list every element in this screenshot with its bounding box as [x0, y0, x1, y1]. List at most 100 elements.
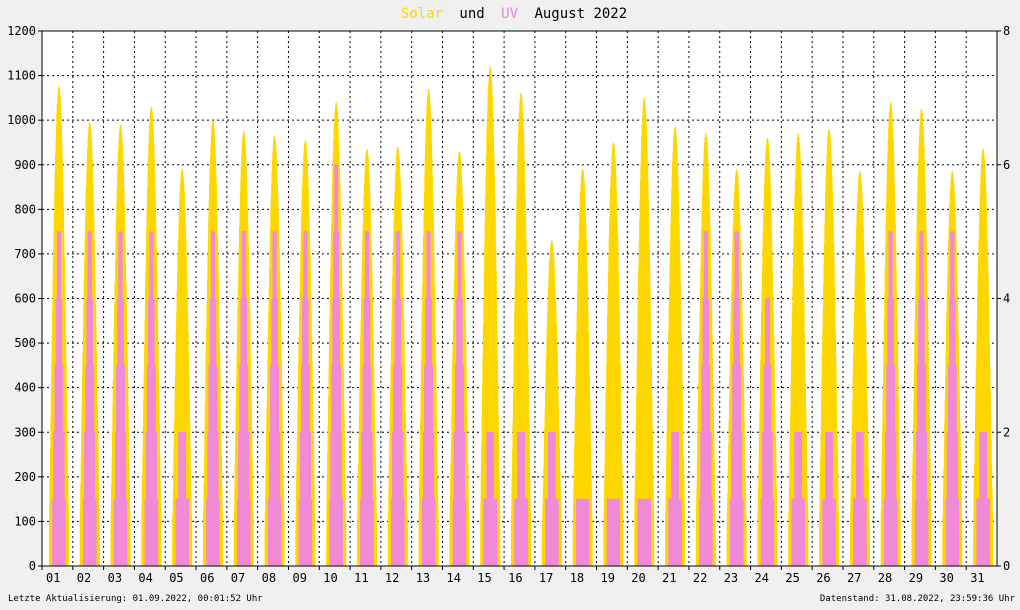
uv-day-area [791, 432, 806, 567]
uv-day-area [668, 432, 682, 567]
solar-day-area [849, 171, 871, 567]
solar-day-area [510, 93, 532, 567]
solar-day-area [819, 129, 840, 567]
x-tick-label: 05 [169, 571, 183, 585]
y-right-tick-label: 8 [1003, 24, 1010, 38]
solar-day-area [603, 142, 624, 567]
uv-day-area [976, 432, 990, 567]
x-tick-label: 20 [631, 571, 645, 585]
x-tick-label: 06 [200, 571, 214, 585]
uv-day-area [83, 231, 97, 567]
y-right-tick-label: 0 [1003, 559, 1010, 573]
uv-day-area [237, 231, 251, 567]
chart-title: Solar und UV August 2022 [401, 6, 627, 22]
x-tick-label: 21 [662, 571, 676, 585]
x-tick-label: 08 [262, 571, 276, 585]
uv-day-area [483, 432, 497, 567]
x-tick-label: 30 [939, 571, 953, 585]
uv-day-area [144, 231, 159, 567]
uv-day-area [883, 231, 898, 567]
uv-day-area [545, 432, 559, 567]
y-left-tick-label: 200 [14, 470, 36, 484]
x-tick-label: 04 [138, 571, 152, 585]
x-tick-label: 15 [477, 571, 491, 585]
y-left-tick-label: 500 [14, 336, 36, 350]
uv-day-area [606, 498, 621, 567]
x-tick-label: 18 [570, 571, 584, 585]
x-tick-label: 13 [416, 571, 430, 585]
y-axis-left: 0 100 200 300 400 500 600 700 800 900 1000 1100 1200 [7, 24, 42, 573]
x-tick-label: 16 [508, 571, 522, 585]
x-tick-label: 25 [785, 571, 799, 585]
uv-day-area [421, 231, 436, 567]
y-axis-right: 0 2 4 6 8 [997, 24, 1010, 573]
uv-day-area [113, 231, 128, 567]
title-month: August 2022 [534, 6, 627, 22]
y-left-tick-label: 300 [14, 425, 36, 439]
x-tick-label: 28 [878, 571, 892, 585]
y-left-tick-label: 1100 [7, 69, 36, 83]
solar-day-area [973, 147, 994, 567]
y-right-tick-label: 4 [1003, 292, 1010, 306]
uv-day-area [729, 231, 744, 567]
uv-day-area [360, 231, 374, 567]
x-tick-label: 23 [724, 571, 738, 585]
x-tick-label: 12 [385, 571, 399, 585]
y-left-tick-label: 600 [14, 292, 36, 306]
uv-day-area [175, 432, 189, 567]
x-tick-label: 19 [601, 571, 615, 585]
solar-day-area [634, 97, 655, 567]
x-tick-label: 02 [77, 571, 91, 585]
x-tick-label: 11 [354, 571, 368, 585]
y-left-tick-label: 800 [14, 202, 36, 216]
uv-day-area [822, 432, 836, 567]
title-uv: UV [501, 6, 518, 22]
uv-day-area [329, 164, 344, 567]
y-left-tick-label: 900 [14, 158, 36, 172]
uv-series [52, 164, 990, 567]
grid-lines [42, 31, 997, 566]
x-tick-label: 10 [323, 571, 337, 585]
x-tick-label: 17 [539, 571, 553, 585]
x-tick-label: 29 [909, 571, 923, 585]
uv-day-area [914, 231, 929, 567]
uv-day-area [206, 231, 220, 567]
uv-day-area [52, 231, 66, 567]
y-right-tick-label: 2 [1003, 425, 1010, 439]
y-left-tick-label: 100 [14, 514, 36, 528]
x-tick-label: 07 [231, 571, 245, 585]
title-solar: Solar [401, 6, 443, 22]
solar-day-area [541, 240, 562, 567]
y-right-tick-label: 6 [1003, 158, 1010, 172]
footer-last-update: Letzte Aktualisierung: 01.09.2022, 00:01… [8, 594, 263, 604]
uv-day-area [514, 432, 528, 567]
y-left-tick-label: 1000 [7, 113, 36, 127]
x-tick-label: 14 [447, 571, 461, 585]
uv-day-area [575, 498, 590, 567]
uv-day-area [267, 231, 282, 567]
x-tick-label: 22 [693, 571, 707, 585]
uv-day-area [298, 231, 313, 567]
solar-day-area [480, 66, 501, 567]
title-und: und [459, 6, 484, 22]
x-tick-label: 26 [816, 571, 830, 585]
solar-day-area [788, 133, 809, 567]
y-left-tick-label: 0 [29, 559, 36, 573]
x-tick-label: 01 [46, 571, 60, 585]
uv-day-area [699, 231, 713, 567]
y-left-tick-label: 400 [14, 381, 36, 395]
solar-day-area [664, 126, 686, 567]
uv-day-area [452, 231, 467, 567]
x-axis: 01 02 03 04 05 06 07 08 09 10 11 12 13 14 15 16 17 18 19 20… [41, 566, 985, 585]
y-left-tick-label: 1200 [7, 24, 36, 38]
uv-day-area [391, 231, 405, 567]
footer-data-state: Datenstand: 31.08.2022, 23:59:36 Uhr [820, 594, 1016, 604]
x-tick-label: 03 [108, 571, 122, 585]
solar-day-area [172, 169, 193, 567]
uv-day-area [853, 432, 867, 567]
x-tick-label: 27 [847, 571, 861, 585]
uv-day-area [637, 498, 651, 567]
x-tick-label: 24 [755, 571, 769, 585]
